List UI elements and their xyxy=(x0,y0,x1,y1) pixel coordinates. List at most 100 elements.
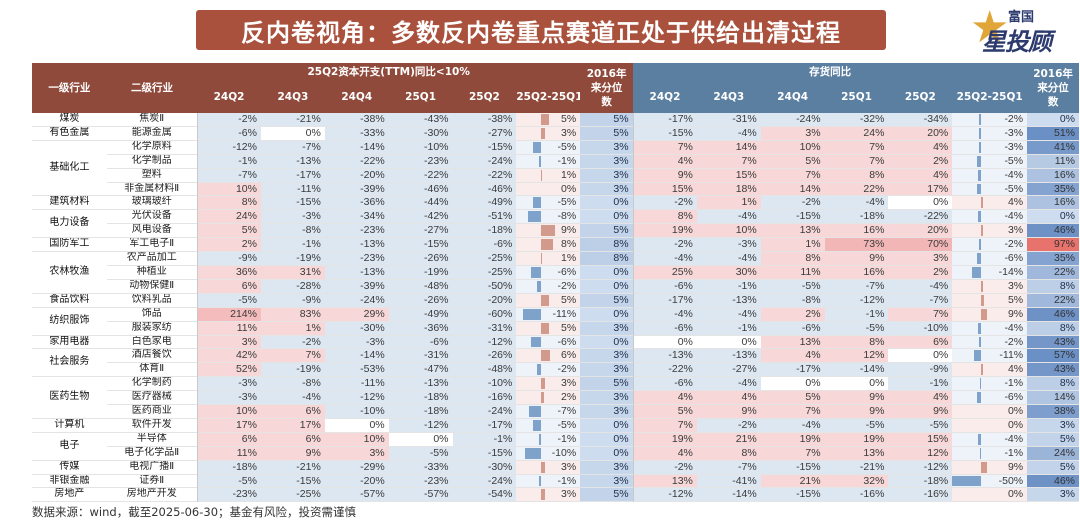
capex-change-bar: 5% xyxy=(516,293,581,308)
level2-industry: 焦炭Ⅱ xyxy=(139,113,165,124)
inventory-value: 5% xyxy=(632,404,697,419)
level2-industry: 能源金属 xyxy=(131,126,172,138)
capex-change-bar-fill xyxy=(539,155,541,167)
inventory-value: 4% xyxy=(888,140,953,155)
capex-value: -30% xyxy=(388,126,453,141)
capex-value: -50% xyxy=(452,279,517,294)
header-capex-period: 25Q1 xyxy=(388,81,453,113)
inventory-value: 73% xyxy=(824,237,889,252)
capex-percentile-bar: 8% xyxy=(580,251,634,266)
capex-change-bar-fill xyxy=(529,406,541,417)
inventory-change-bar-fill xyxy=(980,378,981,390)
inventory-value: -13% xyxy=(696,348,761,363)
table-row: 电力设备 光伏设备 24% -3% -34% -42% -51% -8% 0% 8% -4% -15%… xyxy=(32,209,1079,228)
inventory-value: 2% xyxy=(760,307,825,322)
inventory-value: 8% xyxy=(824,335,889,349)
inventory-percentile-value: 46% xyxy=(1053,307,1075,320)
capex-value: 7% xyxy=(260,348,325,363)
level1-industry: 电子 xyxy=(59,439,80,451)
inventory-percentile-bar: 57% xyxy=(1027,348,1079,363)
inventory-percentile-value: 24% xyxy=(1053,446,1075,459)
capex-value: -3% xyxy=(196,376,261,391)
inventory-percentile-bar: 0% xyxy=(1027,209,1079,224)
level2-industry: 软件开发 xyxy=(131,418,172,430)
inventory-value: 14% xyxy=(696,140,761,155)
level2-industry: 电子化学品Ⅱ xyxy=(124,446,180,458)
inventory-percentile-bar: 38% xyxy=(1027,404,1079,419)
inventory-value: -2% xyxy=(632,460,697,475)
capex-change-value: -6% xyxy=(557,335,577,348)
level1-industry: 纺织服饰 xyxy=(49,314,90,326)
star-icon: ★ xyxy=(970,3,1010,52)
inventory-percentile-value: 3% xyxy=(1059,488,1075,501)
data-table: 一级行业 二级行业 25Q2资本开支(TTM)同比<10% 2016年来分位数 … xyxy=(32,63,1079,502)
capex-value: 10% xyxy=(324,432,389,447)
inventory-value: 8% xyxy=(760,251,825,266)
table-row: 电子 半导体 6% 6% 10% 0% -1% -1% 0% 19% 21% 19% 19% 15% -4%… xyxy=(32,432,1079,451)
table-row: 化学制品 -1% -13% -22% -23% -24% -1% 3% 4% 7% 5% 7% 2% -5… xyxy=(32,154,1079,169)
header-inventory-period: 25Q2 xyxy=(888,81,953,113)
brand-logo: ★ 富国 星投顾 xyxy=(970,3,1078,57)
capex-change-value: 9% xyxy=(561,224,577,237)
inventory-change-bar-fill xyxy=(980,461,987,473)
capex-value: -57% xyxy=(324,487,389,502)
inventory-value: -4% xyxy=(696,126,761,141)
page-title: 反内卷视角：多数反内卷重点赛道正处于供给出清过程 xyxy=(196,10,886,50)
inventory-value: 8% xyxy=(632,209,697,224)
capex-value: -27% xyxy=(452,126,517,141)
capex-value: -18% xyxy=(388,390,453,405)
inventory-change-value: -1% xyxy=(1004,377,1024,390)
capex-value: -10% xyxy=(388,140,453,155)
inventory-value: 13% xyxy=(760,223,825,238)
capex-percentile-value: 0% xyxy=(613,279,629,292)
inventory-percentile-bar: 3% xyxy=(1027,418,1079,433)
capex-change-value: 5% xyxy=(561,321,577,334)
capex-change-bar: -7% xyxy=(516,404,581,419)
level2-industry: 白色家电 xyxy=(131,335,172,347)
capex-change-value: 5% xyxy=(561,113,577,125)
table-row: 建筑材料 玻璃玻纤 8% -15% -36% -44% -49% -5% 0% -2% 1% -2% -… xyxy=(32,195,1079,210)
capex-change-value: -1% xyxy=(557,154,577,167)
inventory-value: -14% xyxy=(824,362,889,377)
capex-value: -6% xyxy=(452,237,517,252)
capex-percentile-bar: 3% xyxy=(580,474,634,488)
capex-change-bar: -6% xyxy=(516,265,581,280)
inventory-value: 2% xyxy=(888,265,953,280)
capex-percentile-value: 3% xyxy=(613,321,629,334)
capex-value: -25% xyxy=(452,251,517,266)
inventory-value: 25% xyxy=(632,265,697,280)
capex-value: -1% xyxy=(196,154,261,169)
capex-change-value: -5% xyxy=(557,418,577,431)
capex-value: -19% xyxy=(260,251,325,266)
capex-value: -30% xyxy=(452,460,517,475)
table-row: 非金属材料Ⅱ 10% -11% -39% -46% -46% 0% 3% 15% 18% 14% 22… xyxy=(32,182,1079,196)
inventory-value: 14% xyxy=(760,182,825,196)
inventory-change-value: -5% xyxy=(1004,182,1024,195)
capex-change-bar: -2% xyxy=(516,279,581,294)
inventory-change-bar-fill xyxy=(979,239,981,251)
capex-value: -5% xyxy=(196,293,261,308)
capex-value: -13% xyxy=(260,154,325,169)
capex-percentile-bar: 0% xyxy=(580,418,634,433)
capex-value: -27% xyxy=(388,223,453,238)
inventory-value: 6% xyxy=(888,335,953,349)
inventory-value: -34% xyxy=(888,113,953,127)
capex-change-value: 3% xyxy=(561,488,577,501)
capex-percentile-value: 5% xyxy=(613,488,629,501)
capex-percentile-bar: 5% xyxy=(580,126,634,141)
inventory-percentile-bar: 5% xyxy=(1027,432,1079,447)
capex-value: -15% xyxy=(452,140,517,155)
inventory-percentile-value: 22% xyxy=(1053,265,1075,278)
inventory-change-bar-fill xyxy=(980,225,983,237)
inventory-value: -5% xyxy=(888,418,953,433)
header-inventory-period: 24Q4 xyxy=(760,81,825,113)
table-row: 种植业 36% 31% -13% -19% -25% -6% 0% 25% 30% 11% 16% 2%… xyxy=(32,265,1079,280)
inventory-change-bar: -5% xyxy=(952,182,1028,196)
capex-value: -2% xyxy=(260,335,325,349)
level2-industry: 农产品加工 xyxy=(126,252,177,264)
capex-percentile-bar: 3% xyxy=(580,348,634,363)
capex-value: -16% xyxy=(452,390,517,405)
table-row: 家用电器 白色家电 3% -2% -3% -6% -12% -6% 0% 0% 0% 13% 8% 6% -… xyxy=(32,335,1079,349)
inventory-percentile-value: 43% xyxy=(1053,335,1075,348)
level1-industry: 建筑材料 xyxy=(49,196,90,208)
